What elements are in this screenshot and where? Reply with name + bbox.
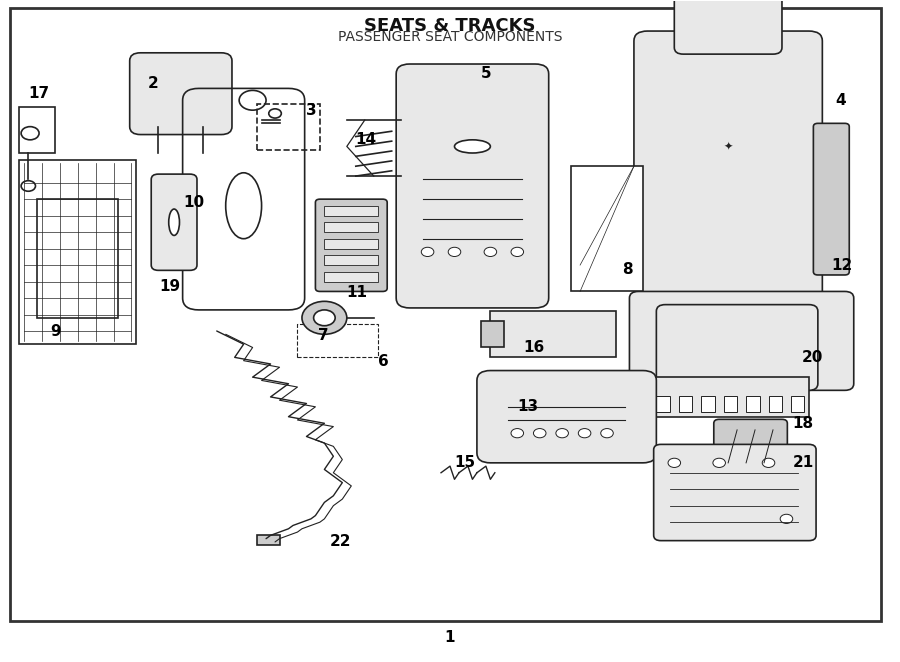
Ellipse shape [454,140,490,153]
FancyBboxPatch shape [674,0,782,54]
Circle shape [21,126,39,140]
Circle shape [600,428,613,438]
Text: 3: 3 [306,103,317,118]
Circle shape [239,91,266,110]
Text: 12: 12 [832,258,852,273]
Bar [324,271,378,281]
Bar [257,536,280,545]
Bar [647,377,809,416]
Circle shape [534,428,546,438]
Text: 14: 14 [356,132,377,148]
Text: 20: 20 [802,350,824,365]
FancyBboxPatch shape [396,64,549,308]
Circle shape [21,181,35,191]
FancyBboxPatch shape [315,199,387,291]
Bar [324,255,378,265]
FancyBboxPatch shape [656,305,818,391]
Text: 5: 5 [481,66,491,81]
Text: 17: 17 [28,86,50,101]
FancyBboxPatch shape [130,53,232,134]
Bar [701,396,715,412]
Text: 11: 11 [346,285,367,301]
Text: PASSENGER SEAT COMPONENTS: PASSENGER SEAT COMPONENTS [338,30,562,44]
FancyBboxPatch shape [714,419,788,470]
Circle shape [762,458,775,467]
Bar [746,396,760,412]
Bar [572,166,643,291]
Text: 8: 8 [622,262,633,277]
Bar [37,199,118,318]
Circle shape [448,248,461,256]
Bar [679,396,692,412]
Circle shape [511,248,524,256]
Circle shape [269,109,282,118]
Bar [324,222,378,232]
Circle shape [780,514,793,524]
Ellipse shape [226,173,262,239]
Text: 16: 16 [524,340,544,355]
Text: SEATS & TRACKS: SEATS & TRACKS [364,17,536,34]
Circle shape [484,248,497,256]
Text: 10: 10 [184,195,205,210]
Text: 6: 6 [378,354,389,369]
Ellipse shape [168,209,179,236]
Text: 18: 18 [793,416,814,431]
Bar [491,311,616,357]
Bar [19,160,136,344]
Bar [324,206,378,216]
Text: 1: 1 [445,630,455,645]
Text: 4: 4 [836,93,846,108]
Bar [791,396,805,412]
Text: 22: 22 [329,534,351,549]
FancyBboxPatch shape [634,31,823,314]
FancyBboxPatch shape [653,444,816,541]
Circle shape [556,428,569,438]
Text: 7: 7 [319,328,328,343]
Text: 9: 9 [50,324,61,338]
Bar [257,103,320,150]
Circle shape [313,310,335,326]
FancyBboxPatch shape [814,123,850,275]
Text: 2: 2 [148,76,158,91]
Bar [298,324,378,357]
Text: 21: 21 [793,455,814,470]
Bar [482,321,504,348]
Bar [19,107,55,153]
Text: 15: 15 [454,455,475,470]
Circle shape [579,428,591,438]
Bar [656,396,670,412]
Circle shape [511,428,524,438]
FancyBboxPatch shape [151,174,197,270]
Circle shape [668,458,680,467]
Circle shape [302,301,346,334]
FancyBboxPatch shape [629,291,854,391]
Circle shape [421,248,434,256]
FancyBboxPatch shape [477,371,656,463]
Bar [769,396,782,412]
Bar [724,396,737,412]
Text: 13: 13 [518,399,538,414]
Circle shape [713,458,725,467]
Bar [324,239,378,249]
Text: ✦: ✦ [724,142,733,152]
Text: 19: 19 [159,279,181,294]
